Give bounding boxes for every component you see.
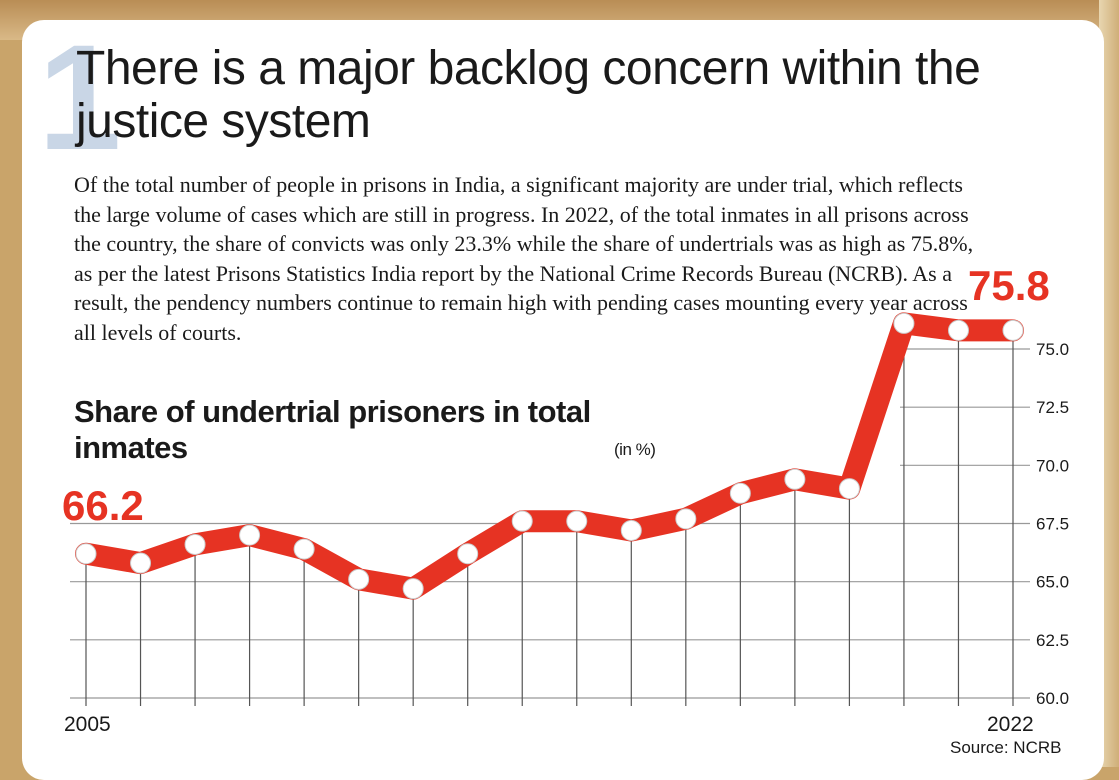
data-point <box>130 552 152 574</box>
chart-unit: (in %) <box>614 439 656 459</box>
data-point <box>784 468 806 490</box>
x-tick-label-end: 2022 <box>987 713 1034 736</box>
data-point <box>729 482 751 504</box>
data-point <box>402 578 424 600</box>
background-right <box>1099 0 1119 767</box>
data-point <box>947 319 969 341</box>
data-point <box>566 510 588 532</box>
source-note: Source: NCRB <box>950 738 1062 757</box>
chart-title: Share of undertrial prisoners in total i… <box>74 394 656 468</box>
data-point <box>239 524 261 546</box>
y-tick-label: 70.0 <box>1036 456 1069 475</box>
data-point <box>457 543 479 565</box>
chart-title-text: Share of undertrial prisoners in total i… <box>74 394 591 465</box>
y-tick-label: 65.0 <box>1036 573 1069 592</box>
end-value-label: 75.8 <box>968 262 1050 309</box>
body-text: Of the total number of people in prisons… <box>74 172 974 345</box>
data-point <box>675 508 697 530</box>
y-tick-label: 60.0 <box>1036 689 1069 708</box>
data-point <box>75 543 97 565</box>
chart-points <box>75 312 1024 600</box>
x-tick-label-start: 2005 <box>64 713 111 736</box>
data-point <box>1002 319 1024 341</box>
data-point <box>348 568 370 590</box>
y-tick-label: 75.0 <box>1036 340 1069 359</box>
y-tick-label: 72.5 <box>1036 398 1069 417</box>
infographic-card <box>22 20 1104 780</box>
data-point <box>184 533 206 555</box>
headline: There is a major backlog concern within … <box>76 42 981 148</box>
data-point <box>893 312 915 334</box>
y-tick-label: 67.5 <box>1036 515 1069 534</box>
start-value-label: 66.2 <box>62 482 144 529</box>
y-tick-label: 62.5 <box>1036 631 1069 650</box>
data-point <box>620 519 642 541</box>
section-number: 1 <box>38 13 122 181</box>
data-point <box>838 478 860 500</box>
data-point <box>293 538 315 560</box>
data-point <box>511 510 533 532</box>
chart-labels: 60.0 62.5 65.0 67.5 70.0 72.5 75.0 2005 2022 66.2… <box>62 262 1069 736</box>
